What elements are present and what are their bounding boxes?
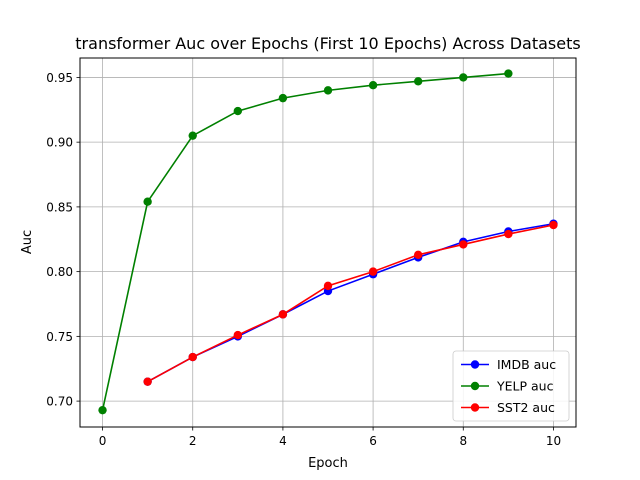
data-point-sst2 <box>278 310 288 319</box>
data-point-sst2 <box>233 330 243 340</box>
data-point-yelp <box>278 93 288 103</box>
y-tick-label: 0.90 <box>46 136 73 150</box>
x-axis-label: Epoch <box>308 456 348 471</box>
data-point-yelp <box>233 106 243 116</box>
legend: IMDB auc YELP auc SST2 auc <box>452 350 570 422</box>
legend-label-yelp: YELP auc <box>496 379 554 394</box>
data-point-sst2 <box>413 250 423 259</box>
series-yelp <box>98 69 513 415</box>
data-point-yelp <box>459 73 468 82</box>
series-sst2 <box>143 220 558 386</box>
chart-title: transformer Auc over Epochs (First 10 Ep… <box>75 34 580 53</box>
data-point-sst2 <box>504 229 513 239</box>
data-point-sst2 <box>459 240 468 249</box>
y-axis-label: Auc <box>20 230 35 254</box>
data-point-yelp <box>413 77 423 86</box>
legend-swatch-marker-sst2 <box>470 403 480 412</box>
legend-swatch-marker-imdb <box>470 360 480 369</box>
axis-ticks: 0 2 4 6 8 10 0.70 0.75 0.80 0.85 0.90 0.95 <box>46 71 561 448</box>
x-tick-label: 4 <box>279 434 287 448</box>
data-point-yelp <box>98 405 107 415</box>
series-line-yelp <box>101 72 509 411</box>
data-point-sst2 <box>549 220 558 230</box>
data-point-sst2 <box>188 352 197 362</box>
legend-label-sst2: SST2 auc <box>497 400 555 415</box>
data-point-sst2 <box>143 377 152 386</box>
data-point-sst2 <box>368 267 378 276</box>
y-tick-label: 0.95 <box>46 71 73 85</box>
x-tick-label: 2 <box>189 434 197 448</box>
y-tick-label: 0.80 <box>46 265 73 279</box>
legend-swatch-marker-yelp <box>470 381 480 391</box>
x-tick-label: 8 <box>459 434 467 448</box>
legend-label-imdb: IMDB auc <box>497 357 556 372</box>
x-tick-label: 6 <box>369 434 377 448</box>
plot-frame <box>79 57 577 428</box>
data-point-yelp <box>188 131 197 140</box>
x-tick-label: 10 <box>546 434 561 448</box>
y-tick-label: 0.85 <box>46 200 73 214</box>
data-point-yelp <box>368 80 378 90</box>
y-tick-label: 0.75 <box>46 330 73 344</box>
data-point-sst2 <box>323 281 333 291</box>
x-tick-label: 0 <box>99 434 107 448</box>
series-group <box>98 69 558 415</box>
series-line-sst2 <box>147 224 554 383</box>
data-point-yelp <box>323 86 333 95</box>
y-tick-label: 0.70 <box>46 395 73 409</box>
grid <box>80 58 576 427</box>
data-point-yelp <box>504 69 513 78</box>
legend-box <box>452 350 570 422</box>
data-point-yelp <box>143 197 152 206</box>
